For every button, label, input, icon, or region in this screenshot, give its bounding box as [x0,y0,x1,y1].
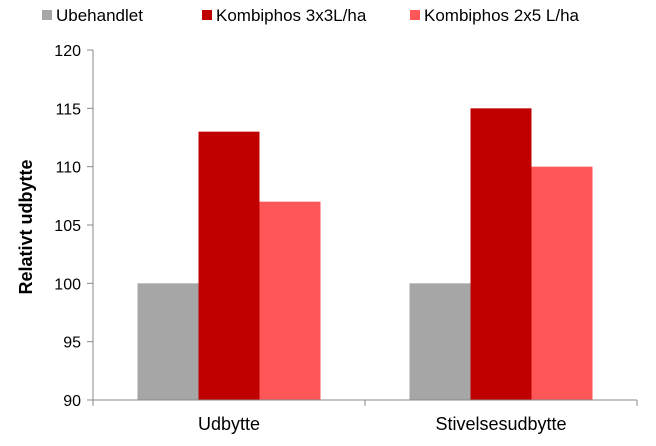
bar-1-2 [198,131,260,400]
y-tick-label: 95 [63,335,81,352]
y-tick-label: 90 [63,393,81,410]
y-tick-label: 105 [54,218,81,235]
x-category-label: Stivelsesudbytte [435,414,566,434]
y-tick-label: 110 [55,160,81,177]
y-tick-label: 120 [54,43,81,60]
legend: Ubehandlet Kombiphos 3x3L/ha Kombiphos 2x5… [42,6,580,25]
y-tick-label: 115 [55,101,81,118]
bar-1-3 [259,201,321,400]
legend-label: Ubehandlet [56,6,143,25]
y-axis: 90 95 100 105 110 115 120 [54,43,93,410]
bar-2-1 [409,283,471,400]
bars [137,108,593,400]
x-category-label: Udbytte [198,414,260,434]
legend-label: Kombiphos 2x5 L/ha [424,6,580,25]
bar-2-2 [470,108,532,400]
legend-swatch [410,10,420,20]
y-axis-title: Relativt udbytte [16,159,36,294]
legend-swatch [42,10,52,20]
y-tick-label: 100 [54,276,81,293]
bar-2-3 [531,166,593,400]
legend-label: Kombiphos 3x3L/ha [216,6,367,25]
x-axis: Udbytte Stivelsesudbytte [92,400,638,434]
legend-swatch [202,10,212,20]
bar-1-1 [137,283,199,400]
